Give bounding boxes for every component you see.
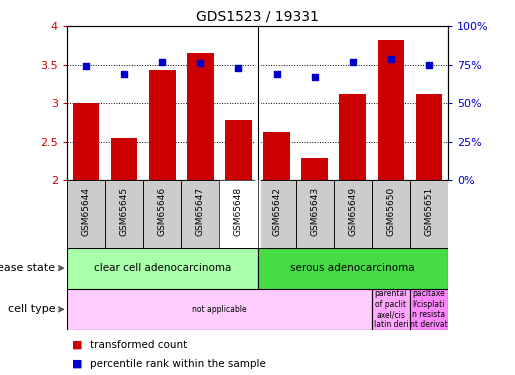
Bar — [105, 180, 143, 248]
Bar — [181, 180, 219, 248]
Text: not applicable: not applicable — [192, 305, 247, 314]
Point — [272, 71, 281, 77]
Bar — [296, 180, 334, 248]
Text: GSM65649: GSM65649 — [348, 187, 357, 236]
Point — [349, 58, 357, 64]
Bar — [339, 94, 366, 180]
Bar — [301, 159, 328, 180]
Text: cell type: cell type — [8, 304, 56, 314]
Bar — [410, 180, 448, 248]
Text: disease state: disease state — [0, 263, 56, 273]
Text: serous adenocarcinoma: serous adenocarcinoma — [290, 263, 415, 273]
Point — [425, 62, 433, 68]
Bar — [143, 180, 181, 248]
Point — [158, 58, 166, 64]
Bar — [67, 248, 258, 289]
Bar — [187, 53, 214, 180]
Text: GSM65650: GSM65650 — [386, 187, 396, 236]
Text: parental
of paclit
axel/cis
latin deri: parental of paclit axel/cis latin deri — [373, 289, 408, 330]
Point — [311, 74, 319, 80]
Text: ■: ■ — [72, 340, 82, 350]
Point — [196, 60, 204, 66]
Bar — [149, 70, 176, 180]
Title: GDS1523 / 19331: GDS1523 / 19331 — [196, 10, 319, 24]
Text: GSM65644: GSM65644 — [81, 187, 91, 236]
Text: GSM65647: GSM65647 — [196, 187, 205, 236]
Bar — [258, 180, 296, 248]
Text: GSM65646: GSM65646 — [158, 187, 167, 236]
Bar — [377, 40, 404, 180]
Text: GSM65651: GSM65651 — [424, 187, 434, 236]
Text: GSM65645: GSM65645 — [119, 187, 129, 236]
Point — [120, 71, 128, 77]
Bar — [219, 180, 258, 248]
Bar — [416, 94, 442, 180]
Text: percentile rank within the sample: percentile rank within the sample — [90, 359, 266, 369]
Point — [387, 56, 395, 62]
Bar — [67, 180, 105, 248]
Text: ■: ■ — [72, 359, 82, 369]
Text: transformed count: transformed count — [90, 340, 187, 350]
Bar — [258, 248, 448, 289]
Bar — [111, 138, 138, 180]
Text: pacltaxe
l/cisplati
n resista
nt derivat: pacltaxe l/cisplati n resista nt derivat — [410, 289, 448, 330]
Text: clear cell adenocarcinoma: clear cell adenocarcinoma — [94, 263, 231, 273]
Bar — [410, 289, 448, 330]
Text: GSM65642: GSM65642 — [272, 187, 281, 236]
Point — [234, 65, 243, 71]
Bar — [263, 132, 290, 180]
Bar — [334, 180, 372, 248]
Bar — [372, 180, 410, 248]
Bar — [372, 289, 410, 330]
Bar — [219, 180, 258, 248]
Text: GSM65648: GSM65648 — [234, 187, 243, 236]
Point — [82, 63, 90, 69]
Text: GSM65643: GSM65643 — [310, 187, 319, 236]
Bar — [225, 120, 252, 180]
Bar — [67, 289, 372, 330]
Bar — [73, 103, 99, 180]
